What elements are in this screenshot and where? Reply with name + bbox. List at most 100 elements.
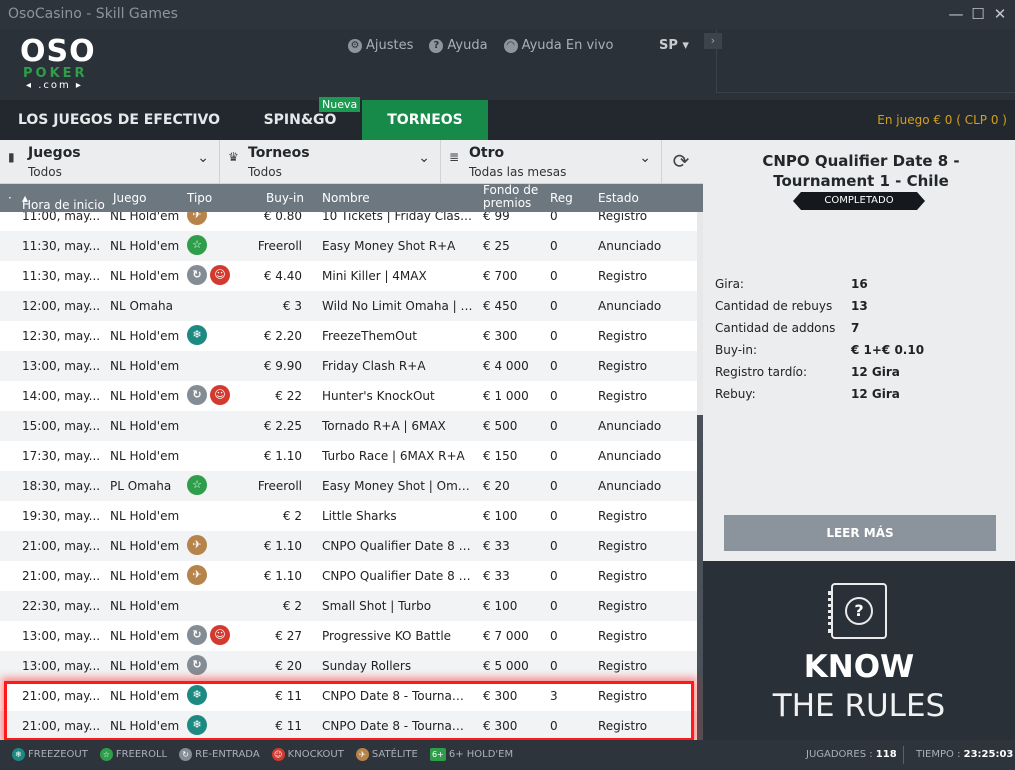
filter-games[interactable]: ▮ Juegos Todos ⌄: [0, 140, 220, 184]
legend-item-reentry: ↻ RE-ENTRADA: [179, 748, 260, 761]
col-prize-pool[interactable]: Fondo de premios: [483, 183, 539, 210]
state-cell: Registro: [598, 659, 648, 673]
col-game[interactable]: Juego: [113, 191, 147, 205]
registered-cell: 0: [550, 329, 558, 343]
detail-info-line: Buy-in: € 1+€ 0.10: [715, 343, 1005, 365]
tournament-row[interactable]: 21:00, may... NL Hold'em € 11 CNPO Date 8 -…: [0, 711, 697, 740]
legend-item-knockout: ☺ KNOCKOUT: [271, 748, 344, 761]
filter-other[interactable]: ≣ Otro Todas las mesas ⌄: [441, 140, 662, 184]
col-reg[interactable]: Reg: [550, 191, 573, 205]
col-type[interactable]: Tipo: [187, 191, 213, 205]
headset-icon: ◠: [503, 38, 518, 53]
col-name[interactable]: Nombre: [322, 191, 370, 205]
tournament-row[interactable]: 12:00, may... NL Omaha € 3 Wild No Limit Om…: [0, 291, 697, 321]
state-cell: Anunciado: [598, 419, 662, 433]
collapse-handle[interactable]: ›: [704, 33, 722, 49]
tournament-row[interactable]: 14:00, may... NL Hold'em € 22 Hunter's Knoc…: [0, 381, 697, 411]
state-cell: Anunciado: [598, 449, 662, 463]
refresh-icon[interactable]: ⟳: [672, 149, 690, 173]
tournament-row[interactable]: 21:00, may... NL Hold'em € 1.10 CNPO Qualif…: [0, 531, 697, 561]
tournament-row[interactable]: 12:30, may... NL Hold'em € 2.20 FreezeThemO…: [0, 321, 697, 351]
read-more-button[interactable]: LEER MÁS: [724, 515, 996, 551]
tournament-row[interactable]: 13:00, may... NL Hold'em € 20 Sunday Roller…: [0, 651, 697, 681]
detail-info-value: 7: [851, 321, 860, 335]
tournament-row[interactable]: 11:30, may... NL Hold'em Freeroll Easy Mone…: [0, 231, 697, 261]
players-count: JUGADORES : 118: [806, 749, 897, 760]
column-header-row: · Hora de inicio ▴ Juego Tipo Buy-in Nom…: [0, 184, 703, 212]
tournament-detail-panel: CNPO Qualifier Date 8 - Tournament 1 - C…: [703, 140, 1015, 561]
tournament-row[interactable]: 17:30, may... NL Hold'em € 1.10 Turbo Race …: [0, 441, 697, 471]
col-start-time[interactable]: Hora de inicio ▴: [22, 191, 105, 212]
legend-label: KNOCKOUT: [287, 749, 344, 760]
freezeout-icon: ❄: [12, 748, 25, 761]
prize-pool-cell: € 4 000: [483, 359, 529, 373]
filter-bar: ▮ Juegos Todos ⌄ ♛ Torneos Todos ⌄ ≣ Otr…: [0, 140, 703, 184]
tournament-row[interactable]: 13:00, may... NL Hold'em € 9.90 Friday Clas…: [0, 351, 697, 381]
tournament-row[interactable]: 19:30, may... NL Hold'em € 2 Little Sharks €…: [0, 501, 697, 531]
detail-info-key: Registro tardío:: [715, 365, 808, 379]
tab-spin-go[interactable]: SPIN&GO: [263, 112, 337, 128]
buyin-cell: € 11: [275, 689, 302, 703]
buyin-cell: € 1.10: [263, 539, 302, 553]
name-cell: Sunday Rollers: [322, 659, 412, 673]
state-cell: Registro: [598, 329, 648, 343]
tab-cash-games[interactable]: LOS JUEGOS DE EFECTIVO: [17, 112, 221, 128]
tournament-row[interactable]: 13:00, may... NL Hold'em € 27 Progressive K…: [0, 621, 697, 651]
knockout-icon: ☺: [210, 265, 230, 285]
detail-info-key: Buy-in:: [715, 343, 758, 357]
registered-cell: 0: [550, 659, 558, 673]
language-select[interactable]: SP ▾: [659, 38, 689, 53]
game-cell: NL Hold'em: [110, 449, 180, 463]
buyin-cell: € 11: [275, 719, 302, 733]
help-link[interactable]: ? Ayuda: [429, 38, 488, 53]
detail-info-key: Cantidad de addons: [715, 321, 836, 335]
scrollbar-thumb[interactable]: [697, 415, 703, 740]
list-icon: ≣: [449, 150, 460, 164]
tournament-row[interactable]: 15:00, may... NL Hold'em € 2.25 Tornado R+A…: [0, 411, 697, 441]
tournament-row[interactable]: 21:00, may... NL Hold'em € 1.10 CNPO Qualif…: [0, 561, 697, 591]
tournament-row[interactable]: 18:30, may... PL Omaha Freeroll Easy Money …: [0, 471, 697, 501]
knockout-icon: ☺: [210, 625, 230, 645]
tournament-row[interactable]: 22:30, may... NL Hold'em € 2 Small Shot | T…: [0, 591, 697, 621]
minimize-button[interactable]: —: [948, 5, 964, 23]
buyin-cell: Freeroll: [257, 239, 302, 253]
prize-pool-cell: € 100: [483, 599, 518, 613]
settings-link[interactable]: ⚙ Ajustes: [348, 38, 413, 53]
name-cell: Progressive KO Battle: [322, 629, 452, 643]
state-cell: Registro: [598, 269, 648, 283]
trophy-icon: ♛: [228, 150, 239, 164]
close-button[interactable]: ✕: [993, 5, 1007, 23]
buyin-cell: € 3: [282, 299, 302, 313]
detail-info-line: Cantidad de rebuys 13: [715, 299, 1005, 321]
start-time-cell: 13:00, may...: [22, 629, 100, 643]
type-icons: ↻ ☺: [187, 385, 230, 405]
name-cell: Friday Clash R+A: [322, 359, 426, 373]
game-cell: NL Hold'em: [110, 539, 180, 553]
start-time-cell: 11:00, may...: [22, 212, 100, 223]
tournament-row[interactable]: 11:30, may... NL Hold'em € 4.40 Mini Killer…: [0, 261, 697, 291]
oso-poker-logo[interactable]: OSO POKER ◂ .com ▸: [20, 37, 112, 97]
name-cell: Easy Money Shot | Oma...: [322, 479, 474, 493]
tournament-row[interactable]: 11:00, may... NL Hold'em € 0.80 10 Tickets …: [0, 212, 697, 231]
maximize-button[interactable]: ☐: [971, 5, 985, 23]
buyin-cell: € 2.25: [263, 419, 302, 433]
name-cell: Turbo Race | 6MAX R+A: [322, 449, 465, 463]
registered-cell: 0: [550, 269, 558, 283]
six-plus-holdem-icon: 6+: [429, 748, 446, 761]
detail-info-line: Rebuy: 12 Gira: [715, 387, 1005, 409]
title-bar: OsoCasino - Skill Games — ☐ ✕: [0, 0, 1015, 29]
know-the-rules-banner[interactable]: ? KNOW THE RULES: [703, 561, 1015, 740]
registered-cell: 0: [550, 569, 558, 583]
help-label: Ayuda: [447, 38, 488, 53]
live-help-link[interactable]: ◠ Ayuda En vivo: [503, 38, 613, 53]
tournament-row[interactable]: 21:00, may... NL Hold'em € 11 CNPO Date 8 -…: [0, 681, 697, 711]
registered-cell: 0: [550, 239, 558, 253]
detail-info-key: Rebuy:: [715, 387, 756, 401]
reentry-icon: ↻: [179, 748, 193, 761]
col-buyin[interactable]: Buy-in: [266, 191, 304, 205]
buyin-cell: Freeroll: [257, 479, 302, 493]
tab-tournaments[interactable]: TORNEOS: [362, 100, 488, 140]
filter-tournaments[interactable]: ♛ Torneos Todos ⌄: [220, 140, 441, 184]
col-state[interactable]: Estado: [598, 191, 639, 205]
prize-pool-cell: € 33: [483, 569, 510, 583]
